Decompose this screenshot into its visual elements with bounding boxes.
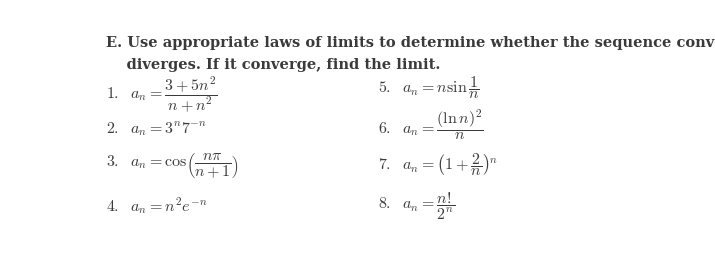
Text: $8.\ \ a_n = \dfrac{n!}{2^n}$: $8.\ \ a_n = \dfrac{n!}{2^n}$ — [378, 192, 455, 222]
Text: E. Use appropriate laws of limits to determine whether the sequence converges or: E. Use appropriate laws of limits to det… — [106, 36, 715, 51]
Text: $2.\ \ a_n = 3^n7^{-n}$: $2.\ \ a_n = 3^n7^{-n}$ — [106, 120, 207, 138]
Text: $3.\ \ a_n = \cos\!\left(\dfrac{n\pi}{n+1}\right)$: $3.\ \ a_n = \cos\!\left(\dfrac{n\pi}{n+… — [106, 151, 239, 180]
Text: $4.\ \ a_n = n^2e^{-n}$: $4.\ \ a_n = n^2e^{-n}$ — [106, 195, 207, 216]
Text: $7.\ \ a_n = \left(1+\dfrac{2}{n}\right)^{\!n}$: $7.\ \ a_n = \left(1+\dfrac{2}{n}\right)… — [378, 151, 497, 178]
Text: $1.\ \ a_n = \dfrac{3+5n^2}{n+n^2}$: $1.\ \ a_n = \dfrac{3+5n^2}{n+n^2}$ — [106, 75, 218, 115]
Text: $6.\ \ a_n = \dfrac{(\ln n)^2}{n}$: $6.\ \ a_n = \dfrac{(\ln n)^2}{n}$ — [378, 108, 483, 143]
Text: $5.\ \ a_n = n\sin\dfrac{1}{n}$: $5.\ \ a_n = n\sin\dfrac{1}{n}$ — [378, 74, 479, 101]
Text: diverges. If it converge, find the limit.: diverges. If it converge, find the limit… — [106, 58, 440, 72]
